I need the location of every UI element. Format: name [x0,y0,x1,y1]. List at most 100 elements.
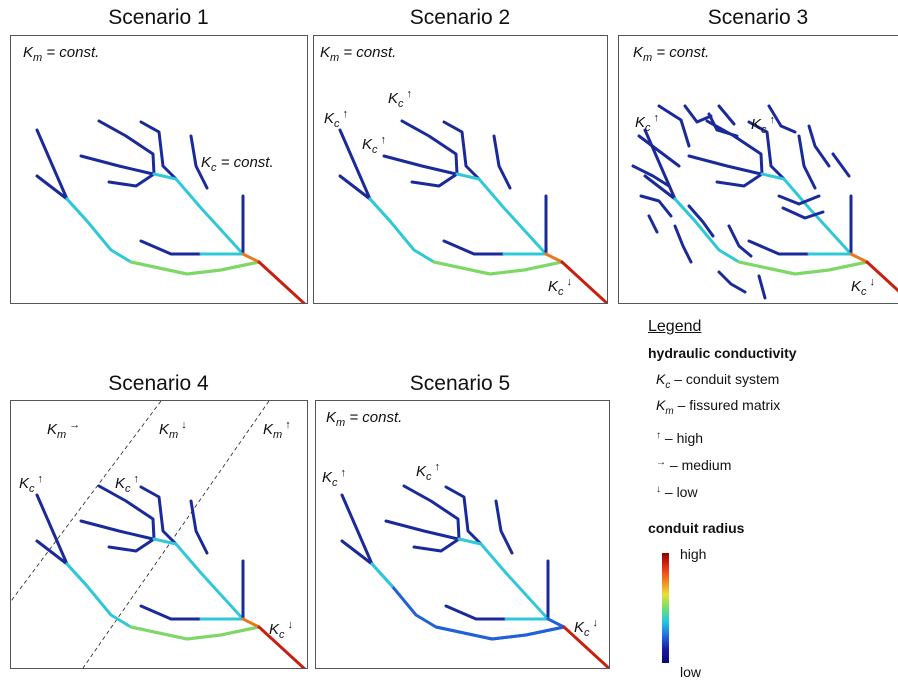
km-label-low: Km↓ [159,419,187,441]
conduit-segment [849,252,869,264]
conduit-segment [444,604,550,621]
conduit-segment [687,204,715,238]
conduit-segment [139,485,178,546]
conduit-segment [412,537,461,553]
legend: Legend hydraulic conductivity Kc – condu… [648,318,893,680]
panel-scenario-2: Km = const. Kc↑ Kc↑ Kc↑ Kc↓ [313,35,608,304]
arrow-right-icon: → [656,457,666,468]
conduit-segment [831,152,851,178]
conduit-segment [434,625,566,641]
conduit-segment [637,134,681,168]
conduit-segment [370,562,566,641]
conduit-segment [494,499,514,555]
conduit-network-4 [11,401,306,668]
conduit-segment [65,197,261,276]
conduit-segment [189,134,209,190]
kc-label-high: Kc↑ [115,473,140,495]
conduit-segment [97,484,156,541]
zone-boundary [82,401,270,668]
conduit-segment [717,104,736,126]
conduit-network-1 [35,119,306,303]
conduit-segment [444,485,483,546]
conduit-segment [643,128,677,201]
title-scenario-2: Scenario 2 [409,6,511,29]
title-scenario-5: Scenario 5 [409,372,511,395]
conduit-segment [139,604,245,621]
legend-kc: Kc – conduit system [656,371,780,391]
legend-title: Legend [648,318,702,335]
km-label-medium: Km→ [47,419,81,441]
kc-label-high: Kc↑ [324,108,349,130]
conduit-segment [442,120,481,181]
kc-label-high: Kc↑ [751,114,776,136]
conduit-segment [747,120,786,181]
panel-scenario-1: Km = const. Kc = const. [10,35,308,304]
conduit-segment [797,134,817,190]
conduit-segment [727,224,753,258]
kc-label-high: Kc↑ [388,88,413,110]
conduit-segment [767,104,797,134]
kc-label: Kc = const. [201,154,274,174]
km-label: Km = const. [320,44,397,64]
km-label: Km = const. [326,409,403,429]
conduit-segment [368,197,564,276]
conduit-segment [643,174,677,201]
title-scenario-3: Scenario 3 [707,6,809,29]
conduit-segment [241,617,261,629]
conduit-segment [152,172,245,256]
conduit-segment [631,164,671,188]
conduit-segment [241,252,261,264]
kc-label-low: Kc↓ [851,276,876,298]
arrow-down-icon: ↓ [656,484,661,495]
conduit-segment [781,206,825,220]
conduit-segment [410,172,459,188]
conduit-segment [152,537,245,621]
conduit-segment [97,119,156,176]
kc-label-high: Kc↑ [635,112,660,134]
title-scenario-4: Scenario 4 [108,372,209,395]
km-label-high: Km↑ [263,419,291,441]
conduit-segment [139,120,178,181]
scale-low-label: low [680,664,702,680]
kc-label-high: Kc↑ [322,467,347,489]
conduit-segment [35,174,69,201]
km-label: Km = const. [633,44,710,64]
conduit-segment [865,260,898,293]
conduit-segment [382,154,458,176]
kc-label-low: Kc↓ [548,276,573,298]
conduit-segment [544,252,564,264]
conduit-segment [65,562,89,588]
title-scenario-1: Scenario 1 [108,6,209,29]
conduit-segment [760,172,853,256]
conduit-segment [687,154,763,176]
conduit-segment [338,174,372,201]
conduit-segment [455,172,548,256]
conduit-segment [65,197,89,223]
conduit-segment [338,128,372,201]
conduit-segment [757,274,767,300]
conduit-segment [715,172,764,188]
legend-high: ↑ – high [656,430,704,446]
conduit-segment [705,119,764,176]
legend-medium: → – medium [656,457,732,473]
conduit-segment [673,197,869,276]
legend-heading-hydraulic: hydraulic conductivity [648,345,797,361]
conduit-segment [400,119,459,176]
conduit-segment [546,617,566,629]
panel-scenario-3: Km = const. Kc↑ Kc↑ Kc↓ [618,35,898,304]
conduit-segment [370,562,394,588]
conduit-segment [737,260,869,276]
conduit-segment [432,260,564,276]
kc-label-low: Kc↓ [269,619,294,641]
conduit-segment [777,194,821,206]
conduit-segment [368,197,392,223]
legend-low: ↓ – low [656,484,698,500]
conduit-segment [384,519,460,541]
conduit-segment [717,270,747,294]
legend-heading-radius: conduit radius [648,520,745,536]
kc-label-high: Kc↑ [416,461,441,483]
conduit-network-3 [631,104,898,300]
conduit-segment [129,625,261,641]
panel-scenario-5: Km = const. Kc↑ Kc↑ Kc↓ [315,400,610,669]
conduit-segment [639,194,673,218]
